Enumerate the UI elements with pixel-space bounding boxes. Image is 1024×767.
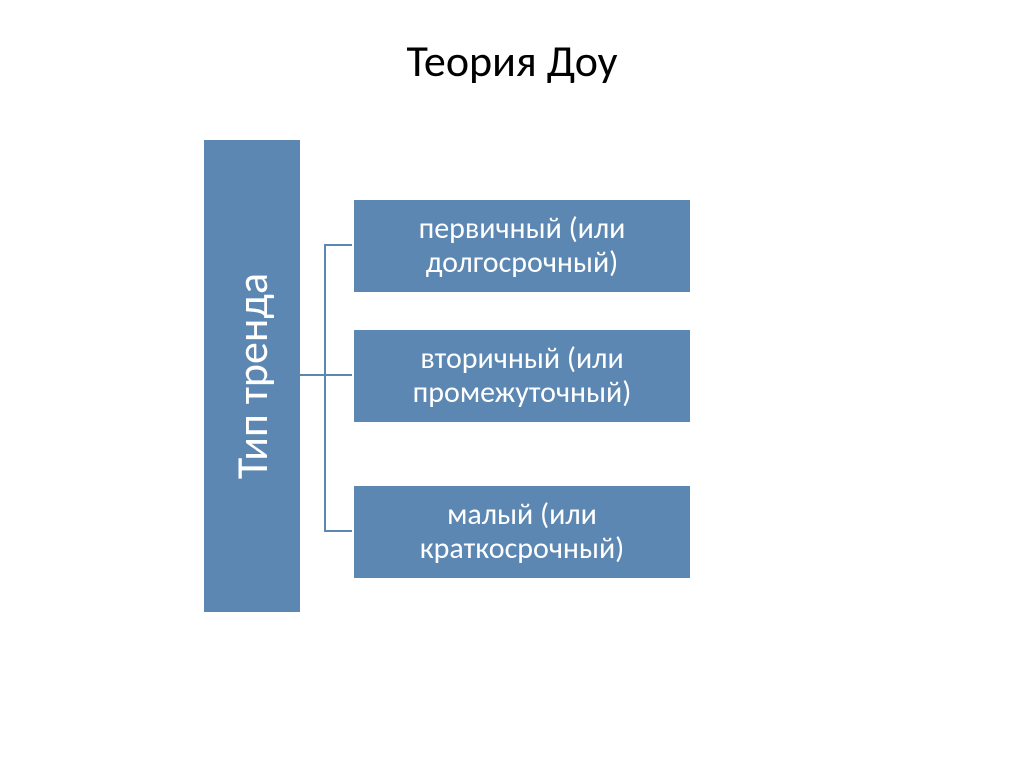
category-box-text: малый (иликраткосрочный) xyxy=(420,498,625,567)
slide-title: Теория Доу xyxy=(0,34,1024,88)
connector-line xyxy=(298,374,324,376)
slide: Теория Доу Тип тренда первичный (илидолг… xyxy=(0,0,1024,767)
vertical-category-box: Тип тренда xyxy=(202,138,302,614)
category-box-0: первичный (илидолгосрочный) xyxy=(352,198,692,294)
connector-line xyxy=(324,530,352,532)
category-box-line2: долгосрочный) xyxy=(419,246,626,281)
connector-line xyxy=(324,374,352,376)
category-box-line2: краткосрочный) xyxy=(420,532,625,567)
category-box-1: вторичный (илипромежуточный) xyxy=(352,328,692,424)
category-box-text: первичный (илидолгосрочный) xyxy=(419,212,626,281)
category-box-line2: промежуточный) xyxy=(413,376,632,411)
category-box-2: малый (иликраткосрочный) xyxy=(352,484,692,580)
category-box-line1: вторичный (или xyxy=(413,342,632,377)
category-box-line1: первичный (или xyxy=(419,212,626,247)
category-box-line1: малый (или xyxy=(420,498,625,533)
vertical-category-label: Тип тренда xyxy=(225,273,279,479)
connector-line xyxy=(324,244,352,246)
category-box-text: вторичный (илипромежуточный) xyxy=(413,342,632,411)
connector-line xyxy=(324,244,326,532)
